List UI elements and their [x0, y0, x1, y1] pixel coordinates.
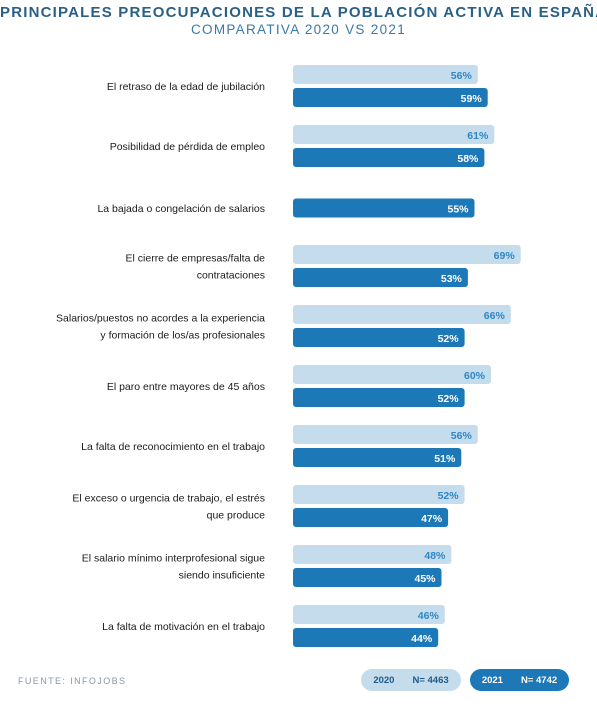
bar-2021 — [293, 88, 488, 107]
category-label: El exceso o urgencia de trabajo, el estr… — [72, 493, 265, 505]
chart-title: PRINCIPALES PREOCUPACIONES DE LA POBLACI… — [0, 4, 597, 21]
legend-2020-year: 2020 — [373, 674, 395, 686]
data-label-2020: 61% — [467, 130, 489, 142]
data-label-2020: 56% — [451, 70, 473, 82]
bar-2021 — [293, 148, 485, 167]
data-label-2021: 55% — [447, 204, 469, 216]
bar-2021 — [293, 568, 442, 587]
source-note: FUENTE: INFOJOBS — [18, 676, 127, 686]
bar-2020 — [293, 605, 445, 624]
data-label-2021: 45% — [414, 573, 436, 585]
category-label: La bajada o congelación de salarios — [97, 203, 265, 215]
data-label-2020: 60% — [464, 370, 486, 382]
bar-2020 — [293, 305, 511, 324]
bar-chart: 56% 59% El retraso de la edad de jubilació… — [56, 65, 521, 647]
data-label-2021: 51% — [434, 453, 456, 465]
category-label: El paro entre mayores de 45 años — [107, 381, 265, 393]
bar-2021 — [293, 388, 465, 407]
data-label-2020: 69% — [494, 250, 516, 262]
bar-2020 — [293, 365, 491, 384]
legend-item-2020: 2020 N= 4463 — [361, 669, 461, 691]
legend-item-2021: 2021 N= 4742 — [470, 669, 569, 691]
bar-2020 — [293, 65, 478, 84]
data-label-2021: 44% — [411, 633, 433, 645]
category-label: La falta de motivación en el trabajo — [102, 621, 265, 633]
category-label: contrataciones — [197, 270, 265, 282]
category-label: siendo insuficiente — [179, 570, 266, 582]
bar-2021 — [293, 508, 449, 527]
bar-2020 — [293, 125, 495, 144]
data-label-2021: 58% — [457, 153, 479, 165]
data-label-2020: 66% — [484, 310, 506, 322]
category-label: El salario mínimo interprofesional sigue — [82, 553, 265, 565]
category-label: El cierre de empresas/falta de — [126, 253, 266, 265]
data-label-2021: 53% — [441, 273, 463, 285]
data-label-2021: 52% — [438, 333, 460, 345]
bar-2021 — [293, 198, 475, 218]
bar-2020 — [293, 245, 521, 264]
bar-2020 — [293, 485, 465, 504]
legend-2021-year: 2021 — [481, 674, 503, 686]
bar-2021 — [293, 628, 439, 647]
bar-2021 — [293, 268, 468, 287]
category-label: La falta de reconocimiento en el trabajo — [81, 441, 265, 453]
category-label: Posibilidad de pérdida de empleo — [110, 141, 265, 153]
category-label: El retraso de la edad de jubilación — [107, 81, 265, 93]
data-label-2021: 47% — [421, 513, 443, 525]
legend-2021-sample: N= 4742 — [520, 674, 558, 686]
legend-2020-sample: N= 4463 — [412, 674, 449, 686]
bar-2020 — [293, 545, 452, 564]
chart-subtitle: COMPARATIVA 2020 VS 2021 — [190, 22, 407, 37]
bar-2021 — [293, 448, 462, 467]
data-label-2021: 59% — [461, 93, 483, 105]
bar-2021 — [293, 328, 465, 347]
data-label-2021: 52% — [438, 393, 460, 405]
data-label-2020: 56% — [451, 430, 473, 442]
data-label-2020: 46% — [418, 610, 440, 622]
category-label: y formación de los/as profesionales — [100, 330, 265, 342]
category-label: que produce — [207, 510, 266, 522]
data-label-2020: 48% — [424, 550, 446, 562]
data-label-2020: 52% — [438, 490, 460, 502]
bar-2020 — [293, 425, 478, 444]
category-label: Salarios/puestos no acordes a la experie… — [56, 313, 265, 325]
